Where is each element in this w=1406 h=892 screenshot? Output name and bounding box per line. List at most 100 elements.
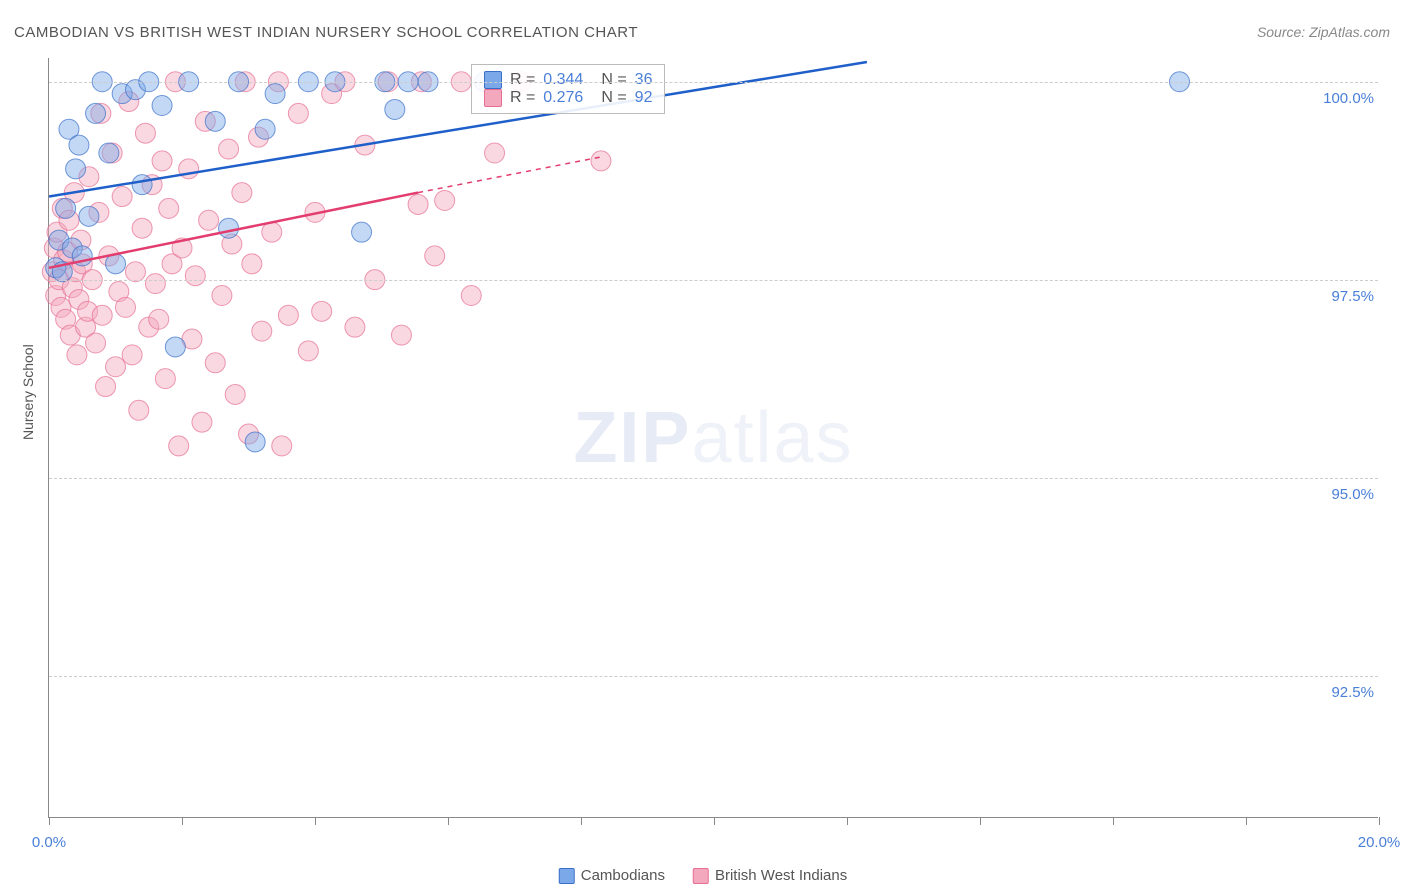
r-value: 0.276 — [543, 89, 583, 107]
scatter-point — [219, 218, 239, 238]
legend-swatch — [484, 89, 502, 107]
scatter-point — [408, 194, 428, 214]
gridline — [49, 478, 1378, 479]
n-value: 36 — [635, 71, 653, 89]
scatter-point — [112, 187, 132, 207]
scatter-point — [56, 198, 76, 218]
chart-title: CAMBODIAN VS BRITISH WEST INDIAN NURSERY… — [14, 24, 638, 41]
trend-line-bwi-dashed — [418, 157, 601, 193]
scatter-point — [242, 254, 262, 274]
source-attribution: Source: ZipAtlas.com — [1257, 24, 1390, 40]
x-tick — [182, 817, 183, 825]
x-tick — [49, 817, 50, 825]
legend: Cambodians British West Indians — [559, 867, 848, 884]
scatter-point — [152, 96, 172, 116]
scatter-point — [132, 218, 152, 238]
x-tick — [1379, 817, 1380, 825]
scatter-point — [255, 119, 275, 139]
scatter-point — [205, 353, 225, 373]
scatter-point — [152, 151, 172, 171]
n-value: 92 — [635, 89, 653, 107]
correlation-box: R = 0.344 N = 36 R = 0.276 N = 92 — [471, 64, 666, 114]
y-tick-label: 95.0% — [1331, 486, 1382, 503]
scatter-point — [262, 222, 282, 242]
scatter-point — [165, 337, 185, 357]
scatter-point — [205, 111, 225, 131]
scatter-point — [155, 369, 175, 389]
n-label: N = — [601, 89, 626, 107]
scatter-point — [185, 266, 205, 286]
scatter-point — [96, 377, 116, 397]
r-label: R = — [510, 71, 535, 89]
scatter-point — [485, 143, 505, 163]
n-label: N = — [601, 71, 626, 89]
gridline — [49, 676, 1378, 677]
scatter-point — [149, 309, 169, 329]
scatter-point — [129, 400, 149, 420]
scatter-point — [225, 384, 245, 404]
x-tick-label: 0.0% — [32, 834, 66, 851]
scatter-point — [232, 183, 252, 203]
scatter-point — [219, 139, 239, 159]
correlation-row: R = 0.276 N = 92 — [484, 89, 653, 107]
scatter-point — [92, 305, 112, 325]
plot-area: ZIPatlas R =0.344N =36R =0.276N =92 92.5… — [48, 58, 1378, 818]
scatter-point — [385, 99, 405, 119]
correlation-row: R = 0.344 N = 36 — [484, 71, 653, 89]
x-tick — [315, 817, 316, 825]
scatter-point — [99, 143, 119, 163]
legend-swatch — [484, 71, 502, 89]
scatter-point — [66, 159, 86, 179]
scatter-point — [122, 345, 142, 365]
scatter-point — [288, 103, 308, 123]
scatter-point — [86, 333, 106, 353]
scatter-point — [169, 436, 189, 456]
legend-label: Cambodians — [581, 867, 665, 884]
y-tick-label: 92.5% — [1331, 684, 1382, 701]
scatter-point — [461, 286, 481, 306]
r-label: R = — [510, 89, 535, 107]
scatter-point — [435, 191, 455, 211]
scatter-point — [212, 286, 232, 306]
scatter-point — [252, 321, 272, 341]
x-tick — [714, 817, 715, 825]
legend-item: Cambodians — [559, 867, 665, 884]
scatter-point — [67, 345, 87, 365]
gridline — [49, 280, 1378, 281]
plot-svg — [49, 58, 1378, 817]
scatter-point — [345, 317, 365, 337]
scatter-point — [69, 135, 89, 155]
scatter-point — [135, 123, 155, 143]
x-tick — [980, 817, 981, 825]
x-tick — [581, 817, 582, 825]
legend-item: British West Indians — [693, 867, 847, 884]
scatter-point — [159, 198, 179, 218]
gridline — [49, 82, 1378, 83]
scatter-point — [265, 84, 285, 104]
scatter-point — [132, 175, 152, 195]
scatter-point — [298, 341, 318, 361]
scatter-point — [79, 206, 99, 226]
legend-label: British West Indians — [715, 867, 847, 884]
scatter-point — [591, 151, 611, 171]
scatter-point — [106, 357, 126, 377]
x-tick — [1246, 817, 1247, 825]
y-tick-label: 97.5% — [1331, 288, 1382, 305]
x-tick-label: 20.0% — [1358, 834, 1401, 851]
scatter-point — [245, 432, 265, 452]
scatter-point — [199, 210, 219, 230]
r-value: 0.344 — [543, 71, 583, 89]
legend-swatch — [559, 868, 575, 884]
y-axis-label: Nursery School — [20, 344, 36, 440]
x-tick — [1113, 817, 1114, 825]
x-tick — [847, 817, 848, 825]
scatter-point — [192, 412, 212, 432]
scatter-point — [86, 103, 106, 123]
scatter-point — [352, 222, 372, 242]
scatter-point — [145, 274, 165, 294]
y-tick-label: 100.0% — [1323, 90, 1382, 107]
scatter-point — [272, 436, 292, 456]
scatter-point — [278, 305, 298, 325]
scatter-point — [391, 325, 411, 345]
legend-swatch — [693, 868, 709, 884]
